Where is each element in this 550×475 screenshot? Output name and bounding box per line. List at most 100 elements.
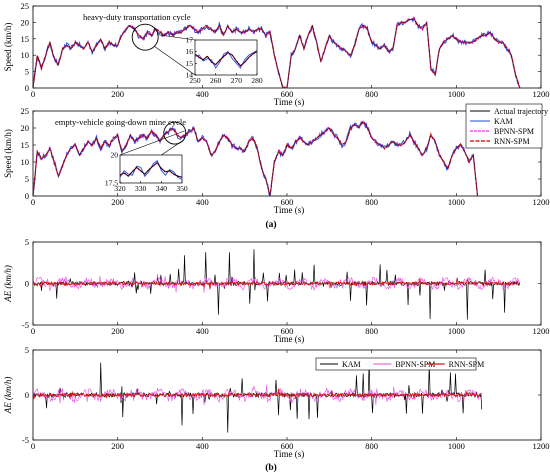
ae-bottom-legend-box: [315, 357, 477, 371]
speed-top-y-tick-label: 5: [25, 67, 29, 77]
speed-bottom-inset-actual: [119, 162, 183, 178]
speed-top-inset-actual: [194, 51, 258, 67]
speed-bottom-x-tick-label: 0: [31, 197, 35, 207]
ae-bottom-series-rnn-spm: [33, 388, 482, 400]
speed-bottom-y-tick-label: 25: [21, 106, 30, 116]
ae-top-x-tick-label: 600: [281, 326, 294, 336]
ae-top-x-tick-label: 800: [365, 326, 378, 336]
speed-bottom-y-tick-label: 0: [25, 191, 29, 201]
speed-bottom-y-tick-label: 20: [21, 123, 30, 133]
speed-bottom-zoom-circle: [163, 121, 187, 145]
speed-top-x-tick-label: 200: [111, 89, 124, 99]
speed-top-zoom-connector: [154, 46, 196, 76]
ae-top-y-axis-label: AE (km/h): [3, 265, 13, 303]
speed-top-x-tick-label: 0: [31, 89, 35, 99]
speed-bottom-x-tick-label: 1000: [448, 197, 465, 207]
ae-bottom-x-tick-label: 400: [196, 441, 209, 451]
ae-bottom-x-tick-label: 0: [31, 441, 35, 451]
speed-bottom-legend-entry: Actual trajectory: [494, 107, 548, 116]
speed-bottom-x-tick-label: 400: [196, 197, 209, 207]
speed-top-inset-x-tick-label: 280: [251, 76, 263, 85]
speed-top-annotation: heavy-duty transportation cycle: [83, 12, 191, 22]
speed-top-series-actual: [33, 18, 521, 88]
ae-top-x-tick-label: 1200: [533, 326, 550, 336]
speed-top-x-tick-label: 1000: [448, 89, 465, 99]
speed-top-y-tick-label: 10: [21, 50, 30, 60]
speed-top-series-rnn-spm: [33, 17, 521, 88]
speed-bottom-inset-x-tick-label: 340: [156, 184, 168, 193]
speed-top-inset-x-tick-label: 250: [189, 76, 201, 85]
ae-top-series-group: [33, 249, 521, 320]
speed-top-inset-y-tick-label: 15: [186, 59, 194, 68]
speed-top-series-kam: [33, 16, 521, 88]
speed-bottom-inset-x-tick-label: 350: [176, 184, 188, 193]
panel-a-label: (a): [265, 219, 276, 230]
ae-bottom-y-tick-label: 5: [25, 345, 29, 355]
speed-bottom-inset-x-tick-label: 330: [135, 184, 147, 193]
speed-top-y-tick-label: 0: [25, 83, 29, 93]
ae-top-x-axis-label: Time (s): [274, 334, 304, 344]
ae-top-y-tick-label: -5: [22, 320, 29, 330]
speed-bottom-series-rnn-spm: [33, 120, 479, 196]
ae-bottom-x-tick-label: 1000: [448, 441, 465, 451]
ae-bottom-x-tick-label: 800: [365, 441, 378, 451]
speed-bottom-inset-x-tick-label: 320: [114, 184, 126, 193]
ae-bottom-x-tick-label: 600: [281, 441, 294, 451]
speed-top-y-tick-label: 20: [21, 17, 30, 27]
speed-top-inset-x-tick-label: 260: [210, 76, 222, 85]
speed-top-series-bpnn-spm: [33, 16, 521, 88]
speed-bottom-annotation: empty-vehicle going-down mine cycle: [55, 117, 186, 127]
speed-bottom-y-tick-label: 5: [25, 174, 29, 184]
ae-top-x-tick-label: 400: [196, 326, 209, 336]
panel-b-label: (b): [265, 462, 277, 473]
speed-bottom-legend-entry: RNN-SPM: [494, 137, 530, 146]
speed-bottom-x-tick-label: 200: [111, 197, 124, 207]
speed-top-inset-x-tick-label: 270: [231, 76, 243, 85]
speed-bottom-legend-entry: BPNN-SPM: [494, 127, 534, 136]
speed-top-zoom-circle: [131, 23, 159, 51]
speed-top-inset-kam: [194, 50, 258, 69]
ae-bottom-x-axis-label: Time (s): [274, 449, 304, 459]
speed-top-inset-y-tick-label: 14: [186, 71, 194, 80]
ae-bottom-y-tick-label: 0: [25, 390, 29, 400]
ae-top-x-tick-label: 200: [111, 326, 124, 336]
ae-bottom-series-group: [33, 361, 483, 433]
speed-bottom-x-tick-label: 600: [281, 197, 294, 207]
speed-top-x-tick-label: 800: [365, 89, 378, 99]
speed-bottom-inset-y-tick-label: 17.5: [105, 179, 118, 188]
ae-top-x-tick-label: 0: [31, 326, 35, 336]
ae-bottom-x-tick-label: 1200: [533, 441, 550, 451]
speed-chart-heavy-duty: 0 200 400 600 800 1000 1200 0 5 10 15 20 25 Time (s) S…: [3, 1, 550, 107]
speed-chart-empty-vehicle: 0 200 400 600 800 1000 1200 0 5 10 15 20 25 Time (s) S…: [3, 103, 550, 215]
speed-bottom-legend-entry: KAM: [494, 117, 513, 126]
ae-bottom-y-tick-label: -5: [22, 435, 29, 445]
ae-bottom-x-tick-label: 200: [111, 441, 124, 451]
ae-bottom-legend-entry: KAM: [342, 360, 361, 369]
speed-bottom-series-kam: [33, 121, 478, 196]
speed-top-y-tick-label: 25: [21, 1, 30, 11]
speed-top-inset-frame: [194, 39, 258, 76]
ae-top-y-tick-label: 0: [25, 279, 29, 289]
speed-bottom-series-bpnn-spm: [33, 120, 478, 196]
speed-top-y-axis-label: Speed (km/h): [3, 23, 13, 72]
speed-bottom-x-tick-label: 1200: [533, 197, 550, 207]
speed-top-x-tick-label: 1200: [533, 89, 550, 99]
speed-top-x-tick-label: 400: [196, 89, 209, 99]
speed-top-inset-y-tick-label: 17: [186, 36, 194, 45]
ae-bottom-legend-entry: BPNN-SPM: [395, 360, 435, 369]
ae-bottom-y-axis-label: AE (km/h): [3, 377, 13, 415]
ae-top-series-rnn-spm: [33, 277, 521, 290]
speed-top-x-tick-label: 600: [281, 89, 294, 99]
speed-bottom-y-tick-label: 15: [21, 140, 30, 150]
speed-bottom-y-tick-label: 10: [21, 157, 30, 167]
speed-bottom-series-actual: [33, 120, 478, 196]
speed-bottom-series-group: [33, 120, 479, 196]
speed-top-x-axis-label: Time (s): [274, 97, 304, 107]
speed-bottom-zoom-connector: [119, 130, 185, 156]
speed-bottom-inset-frame: [119, 154, 183, 184]
speed-top-series-group: [33, 16, 521, 88]
speed-top-zoom-connector: [156, 34, 196, 41]
ae-top-y-tick-label: 5: [25, 237, 29, 247]
